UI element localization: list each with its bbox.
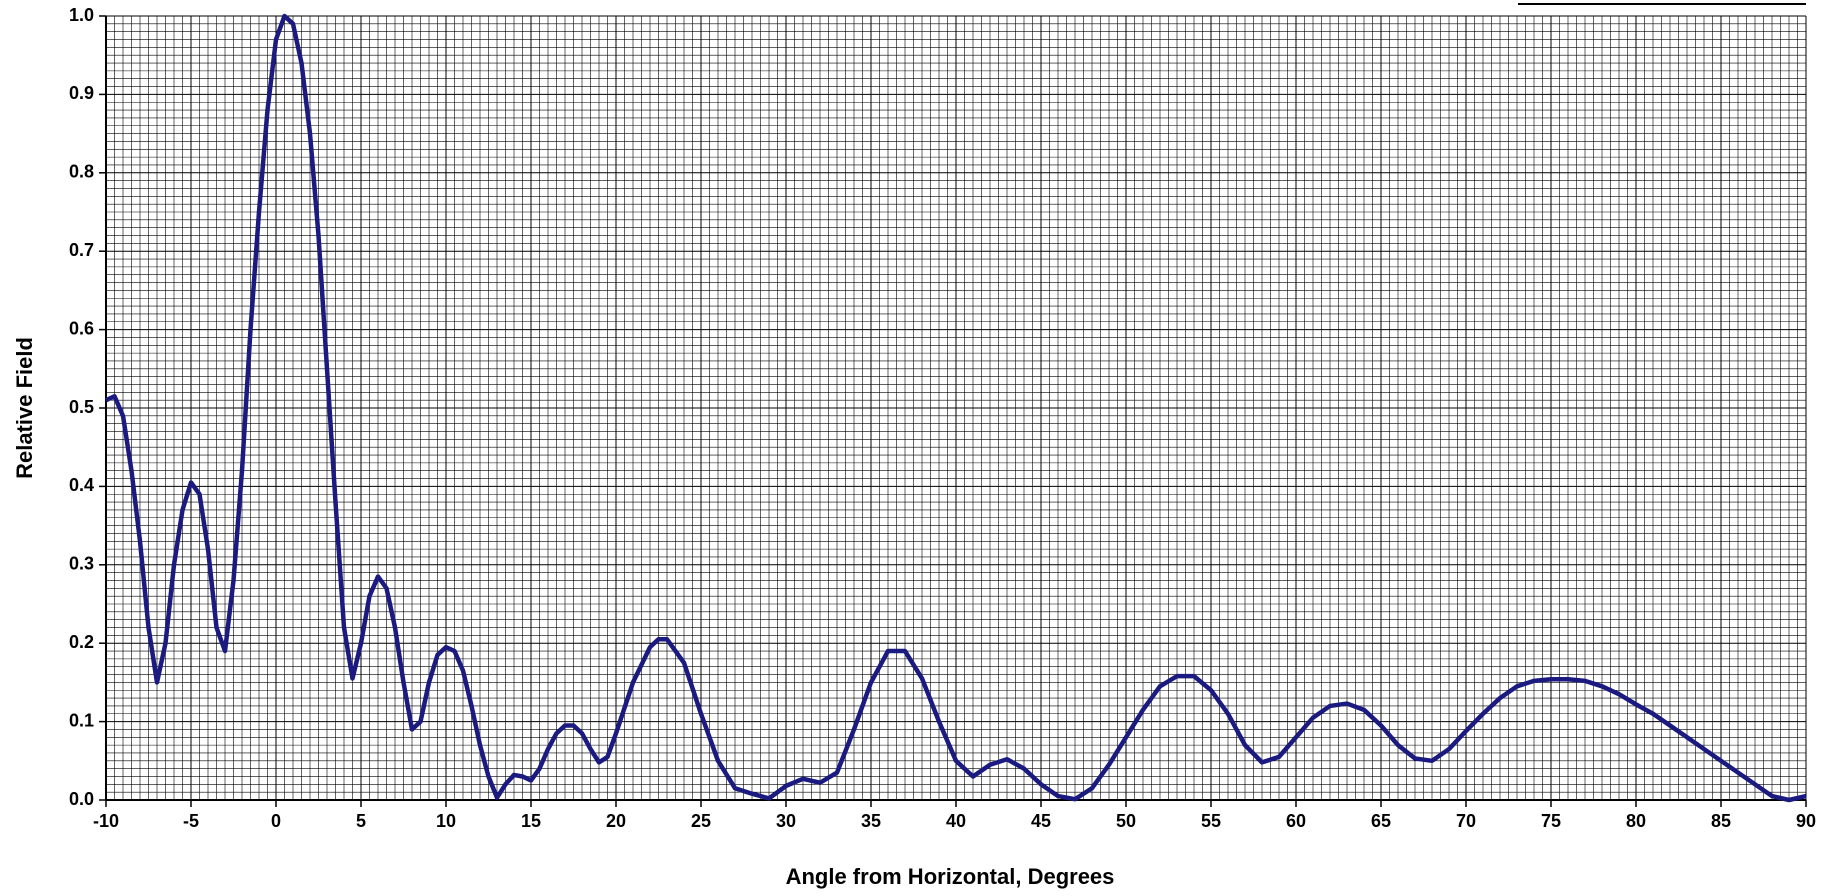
x-axis-title: Angle from Horizontal, Degrees: [786, 864, 1115, 889]
y-tick-label: 0.9: [69, 83, 94, 103]
y-tick-label: 0.7: [69, 240, 94, 260]
y-tick-label: 0.8: [69, 162, 94, 182]
y-tick-label: 0.1: [69, 710, 94, 730]
y-tick-label: 1.0: [69, 5, 94, 25]
x-tick-label: 80: [1626, 811, 1646, 831]
x-tick-label: 0: [271, 811, 281, 831]
y-axis-title: Relative Field: [12, 337, 37, 479]
x-tick-label: 90: [1796, 811, 1816, 831]
x-tick-label: 55: [1201, 811, 1221, 831]
y-tick-label: 0.0: [69, 789, 94, 809]
x-tick-label: 15: [521, 811, 541, 831]
x-tick-label: 40: [946, 811, 966, 831]
x-tick-label: 30: [776, 811, 796, 831]
x-tick-label: 60: [1286, 811, 1306, 831]
x-tick-label: 75: [1541, 811, 1561, 831]
x-tick-label: 85: [1711, 811, 1731, 831]
x-tick-label: 20: [606, 811, 626, 831]
x-tick-label: 10: [436, 811, 456, 831]
y-tick-label: 0.4: [69, 475, 94, 495]
x-tick-label: 50: [1116, 811, 1136, 831]
x-tick-label: 45: [1031, 811, 1051, 831]
x-tick-label: -5: [183, 811, 199, 831]
y-tick-label: 0.5: [69, 397, 94, 417]
y-tick-label: 0.6: [69, 318, 94, 338]
data-line: [105, 13, 1807, 803]
x-tick-label: -10: [93, 811, 119, 831]
y-tick-label: 0.2: [69, 632, 94, 652]
x-tick-label: 65: [1371, 811, 1391, 831]
x-tick-label: 35: [861, 811, 881, 831]
x-tick-label: 70: [1456, 811, 1476, 831]
x-tick-label: 5: [356, 811, 366, 831]
x-tick-label: 25: [691, 811, 711, 831]
y-tick-label: 0.3: [69, 554, 94, 574]
